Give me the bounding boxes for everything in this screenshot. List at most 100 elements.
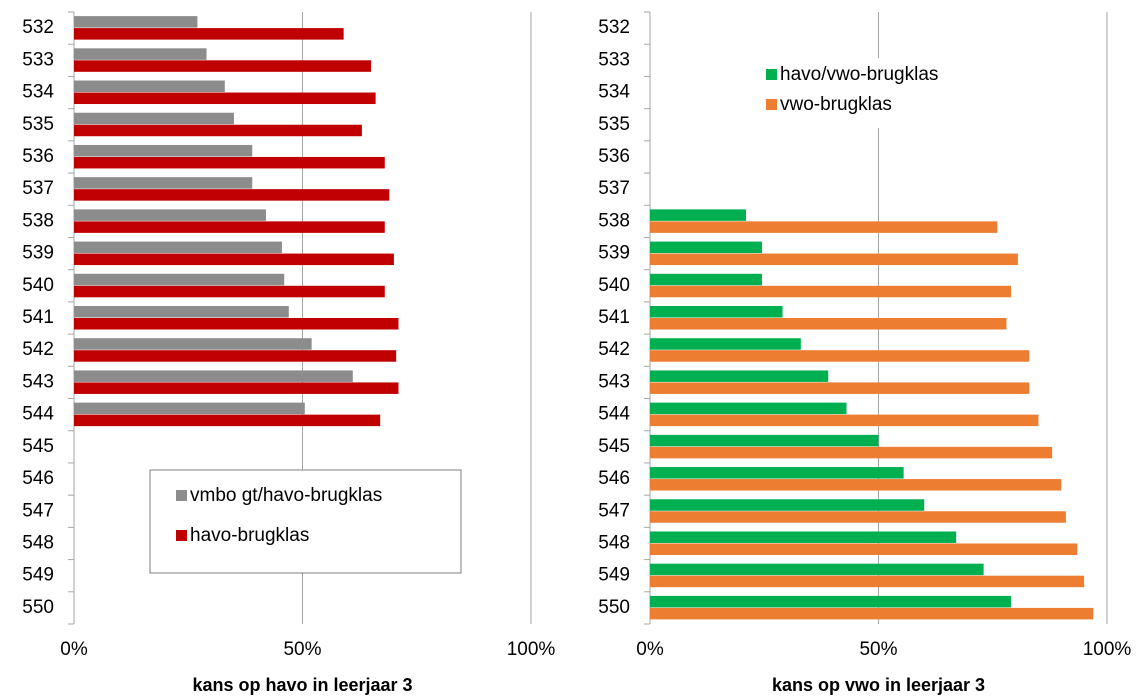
bar [650, 563, 984, 576]
bar [74, 48, 207, 60]
bar [74, 156, 385, 169]
y-tick-label: 547 [22, 500, 54, 521]
y-tick-label: 548 [22, 532, 54, 553]
bar [74, 28, 344, 40]
y-tick-label: 550 [598, 597, 630, 618]
y-tick-label: 540 [598, 275, 630, 296]
bar [74, 318, 399, 330]
x-axis-title: kans op vwo in leerjaar 3 [772, 675, 985, 695]
bar [74, 306, 289, 318]
legend-label: havo/vwo-brugklas [780, 64, 938, 85]
bar [650, 370, 829, 382]
y-tick-label: 534 [598, 82, 630, 103]
y-tick-label: 546 [22, 468, 54, 489]
y-tick-label: 533 [22, 49, 54, 70]
y-tick-label: 536 [22, 146, 54, 167]
bar [74, 177, 253, 189]
legend-swatch [766, 99, 777, 110]
y-tick-label: 545 [598, 436, 630, 457]
y-tick-label: 544 [22, 404, 54, 425]
x-tick-label: 0% [636, 639, 664, 660]
y-tick-label: 547 [598, 500, 630, 521]
y-tick-label: 534 [22, 82, 54, 103]
y-tick-label: 535 [598, 114, 630, 135]
bar [650, 273, 762, 286]
bar [74, 382, 399, 394]
y-tick-label: 538 [22, 210, 54, 231]
bar [650, 414, 1039, 427]
legend-swatch [176, 490, 187, 501]
bar [650, 209, 746, 221]
bar [74, 189, 390, 201]
bar [74, 253, 394, 266]
legend-swatch [176, 530, 187, 541]
bar [650, 285, 1012, 298]
y-tick-label: 540 [22, 275, 54, 296]
y-tick-label: 542 [22, 339, 54, 360]
x-tick-label: 50% [859, 639, 897, 660]
legend-bg [760, 58, 990, 128]
bar [650, 467, 904, 479]
bar [650, 575, 1085, 588]
y-tick-label: 543 [22, 371, 54, 392]
y-tick-label: 535 [22, 114, 54, 135]
bar [650, 338, 801, 350]
x-tick-label: 100% [507, 639, 556, 660]
bar [74, 209, 266, 221]
y-tick-label: 539 [598, 243, 630, 264]
x-tick-label: 0% [60, 639, 88, 660]
bar [650, 306, 783, 318]
legend-frame [149, 469, 462, 574]
y-tick-label: 538 [598, 210, 630, 231]
y-tick-label: 539 [22, 243, 54, 264]
y-tick-label: 549 [598, 565, 630, 586]
y-tick-label: 536 [598, 146, 630, 167]
y-tick-label: 532 [598, 17, 630, 38]
y-tick-label: 532 [22, 17, 54, 38]
y-tick-label: 543 [598, 371, 630, 392]
bar [650, 434, 879, 447]
bar [74, 402, 305, 415]
bar [74, 124, 362, 137]
legend-label: vwo-brugklas [780, 94, 892, 115]
bar [650, 446, 1053, 459]
y-tick-label: 537 [598, 178, 630, 199]
bar [74, 370, 353, 382]
bar [650, 543, 1078, 555]
bar [74, 112, 234, 125]
bar [650, 318, 1007, 330]
bar [650, 253, 1018, 266]
y-tick-label: 542 [598, 339, 630, 360]
bar [650, 607, 1094, 620]
y-tick-label: 533 [598, 49, 630, 70]
y-tick-label: 541 [598, 307, 630, 328]
bar [650, 595, 1012, 608]
bar [650, 382, 1030, 394]
x-tick-label: 50% [283, 639, 321, 660]
bar [74, 350, 397, 362]
bar [74, 144, 253, 157]
x-tick-label: 100% [1083, 639, 1132, 660]
bar [74, 92, 376, 105]
y-tick-label: 550 [22, 597, 54, 618]
bar [650, 350, 1030, 362]
bar [74, 414, 381, 427]
bar [74, 60, 372, 72]
y-tick-label: 544 [598, 404, 630, 425]
bar [650, 531, 957, 543]
bar [74, 338, 312, 350]
y-tick-label: 537 [22, 178, 54, 199]
y-tick-label: 545 [22, 436, 54, 457]
bar [74, 221, 385, 233]
y-tick-label: 548 [598, 532, 630, 553]
bar [650, 402, 847, 415]
bar [650, 499, 925, 511]
legend-label: havo-brugklas [190, 525, 309, 546]
bar [74, 285, 385, 298]
bar [74, 273, 285, 286]
legend-label: vmbo gt/havo-brugklas [190, 485, 382, 506]
y-tick-label: 549 [22, 565, 54, 586]
y-tick-label: 541 [22, 307, 54, 328]
y-tick-label: 546 [598, 468, 630, 489]
